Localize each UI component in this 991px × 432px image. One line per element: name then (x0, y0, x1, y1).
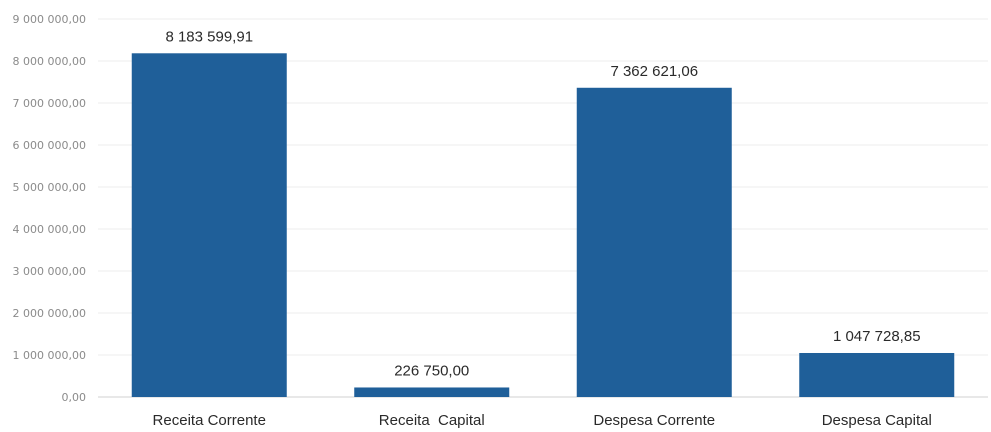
y-axis-ticks: 0,00 1 000 000,00 2 000 000,00 3 000 000,00… (13, 13, 86, 404)
y-tick-label: 2 000 000,00 (13, 307, 86, 320)
y-tick-label: 0,00 (62, 391, 87, 404)
x-tick-label: Despesa Capital (822, 412, 932, 429)
bar (131, 53, 287, 397)
y-tick-label: 7 000 000,00 (13, 97, 86, 110)
x-tick-label: Despesa Corrente (593, 412, 715, 429)
data-label: 8 183 599,91 (165, 28, 253, 45)
bars (131, 53, 955, 398)
bar (576, 87, 732, 398)
y-tick-label: 8 000 000,00 (13, 55, 86, 68)
value-labels: 8 183 599,91 226 750,00 7 362 621,06 1 047 … (165, 28, 920, 379)
y-tick-label: 3 000 000,00 (13, 265, 86, 278)
data-label: 1 047 728,85 (833, 328, 921, 345)
y-tick-label: 4 000 000,00 (13, 223, 86, 236)
y-tick-label: 9 000 000,00 (13, 13, 86, 26)
bar (799, 352, 955, 397)
data-label: 7 362 621,06 (610, 63, 698, 80)
bar (354, 387, 510, 397)
y-tick-label: 5 000 000,00 (13, 181, 86, 194)
category-labels: Receita Corrente Receita Capital Despesa C… (153, 412, 932, 429)
x-tick-label: Receita Capital (379, 412, 485, 429)
y-tick-label: 1 000 000,00 (13, 349, 86, 362)
y-tick-label: 6 000 000,00 (13, 139, 86, 152)
x-tick-label: Receita Corrente (153, 412, 266, 429)
data-label: 226 750,00 (394, 362, 469, 379)
